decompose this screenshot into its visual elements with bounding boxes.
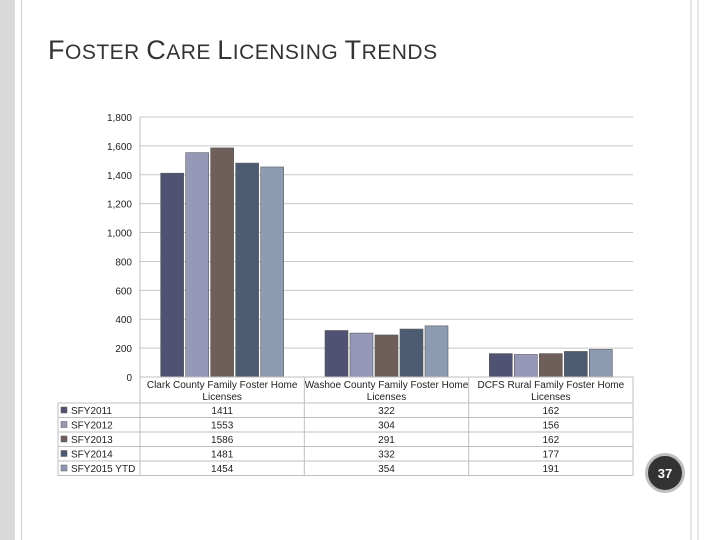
y-tick-label: 200 <box>115 344 132 355</box>
y-tick-label: 0 <box>126 373 132 384</box>
bar-sfy2015-ytd <box>424 325 449 378</box>
right-decorative-line <box>697 0 699 540</box>
left-decorative-bar <box>0 0 15 540</box>
data-table-value: 354 <box>378 464 395 475</box>
bar-sfy2011 <box>489 353 513 378</box>
data-table-value: 291 <box>378 435 395 446</box>
y-tick-label: 800 <box>115 257 132 268</box>
y-tick-label: 1,400 <box>107 171 132 182</box>
slide-title-part: ICENSING <box>232 41 345 64</box>
y-tick-label: 1,800 <box>107 113 132 124</box>
legend-swatch <box>60 421 68 428</box>
data-table-value: 162 <box>542 435 559 446</box>
bar-sfy2015-ytd <box>260 166 284 378</box>
category-label: Licenses <box>531 392 570 403</box>
category-label: Licenses <box>202 392 241 403</box>
category-label: Licenses <box>367 392 406 403</box>
bar-sfy2012 <box>185 152 209 378</box>
data-table-value: 156 <box>542 421 559 432</box>
data-table-value: 304 <box>378 421 395 432</box>
data-table-value: 1454 <box>211 464 234 475</box>
y-tick-label: 1,200 <box>107 200 132 211</box>
category-label: Washoe County Family Foster Home <box>305 380 469 391</box>
legend-label: SFY2011 <box>71 406 112 417</box>
data-table-value: 177 <box>542 450 559 461</box>
slide-title-part: C <box>146 35 167 65</box>
bar-sfy2011 <box>324 330 349 378</box>
slide-title-part: F <box>48 35 65 65</box>
y-tick-label: 600 <box>115 286 132 297</box>
legend-label: SFY2015 YTD <box>71 464 135 475</box>
legend-swatch <box>60 435 68 443</box>
data-table-value: 332 <box>378 450 395 461</box>
right-decorative-bar <box>690 0 720 540</box>
bar-sfy2014 <box>235 162 259 378</box>
legend-swatch <box>60 406 68 414</box>
slide-title: FOSTER CARE LICENSING TRENDS <box>48 30 438 67</box>
slide-title-part: ARE <box>166 41 218 64</box>
legend-label: SFY2014 <box>71 450 113 461</box>
data-table-value: 322 <box>378 406 395 417</box>
bar-sfy2014 <box>564 351 588 378</box>
slide-title-part: RENDS <box>361 41 438 64</box>
bar-sfy2013 <box>374 334 399 378</box>
legend-swatch <box>60 450 68 457</box>
data-table-value: 1553 <box>211 421 234 432</box>
data-table-value: 1481 <box>211 450 234 461</box>
bar-sfy2012 <box>514 354 538 378</box>
category-label: Clark County Family Foster Home <box>147 380 298 391</box>
left-decorative-line <box>21 0 22 540</box>
y-tick-label: 400 <box>115 315 132 326</box>
y-tick-label: 1,600 <box>107 142 132 153</box>
bar-sfy2013 <box>539 353 563 378</box>
bar-sfy2012 <box>349 332 374 378</box>
data-table-value: 191 <box>542 464 559 475</box>
bar-sfy2015-ytd <box>589 349 613 378</box>
bar-sfy2013 <box>210 147 234 378</box>
bar-sfy2014 <box>399 328 424 378</box>
data-table-value: 1586 <box>211 435 234 446</box>
data-table-value: 162 <box>542 406 559 417</box>
y-tick-label: 1,000 <box>107 229 132 240</box>
category-label: DCFS Rural Family Foster Home <box>477 380 624 391</box>
slide-title-part: OSTER <box>65 41 147 64</box>
legend-swatch <box>60 464 68 472</box>
legend-label: SFY2013 <box>71 435 113 446</box>
slide-title-part: T <box>344 35 362 65</box>
bar-sfy2011 <box>160 172 184 378</box>
data-table-value: 1411 <box>211 406 233 417</box>
slide-title-part: L <box>217 35 233 65</box>
legend-label: SFY2012 <box>71 421 113 432</box>
page-number-badge: 37 <box>645 453 685 493</box>
